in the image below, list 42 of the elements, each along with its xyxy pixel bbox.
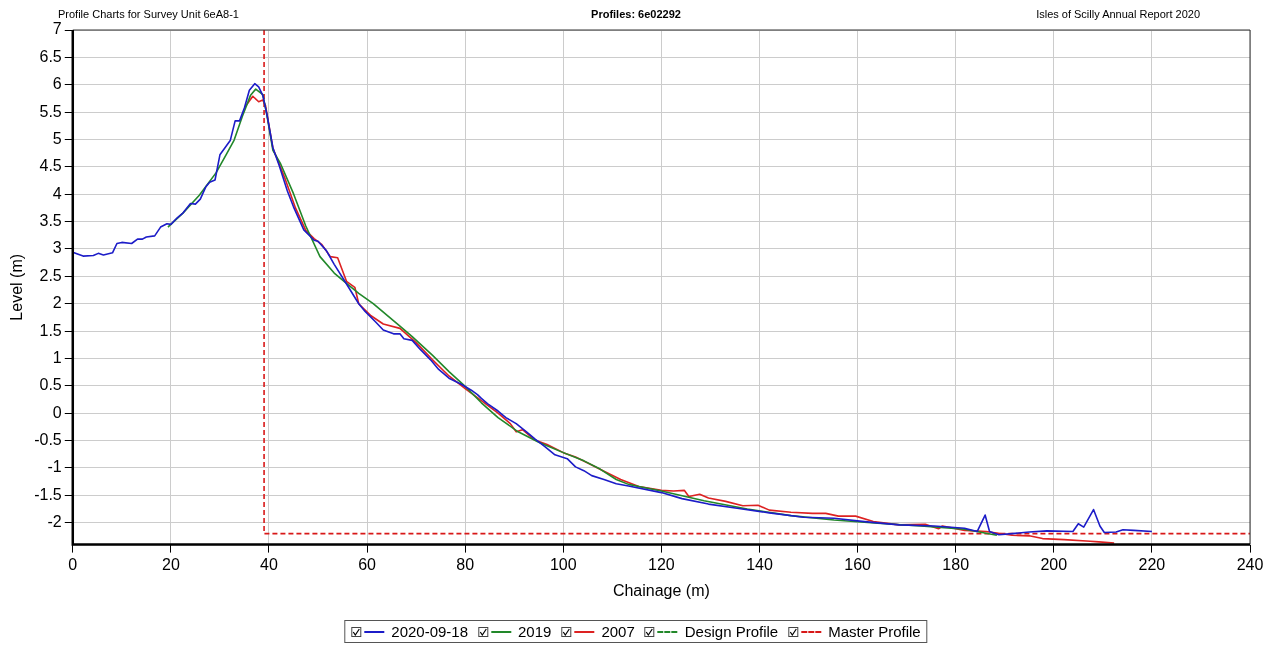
y-tick-label: 0.5 (39, 376, 62, 394)
legend-label: 2020-09-18 (391, 623, 469, 640)
y-tick-label: 5 (52, 129, 62, 147)
y-tick-label: 6.5 (39, 47, 62, 65)
y-tick-label: 3 (52, 239, 62, 257)
x-tick-label: 220 (1138, 555, 1166, 573)
x-tick-label: 180 (942, 555, 970, 573)
y-tick-label: 1.5 (39, 321, 62, 339)
y-tick-label: 4.5 (39, 157, 62, 175)
x-tick-label: 60 (358, 555, 377, 573)
x-tick-label: 0 (68, 555, 78, 573)
legend-label: Master Profile (828, 623, 921, 640)
y-tick-label: 2.5 (39, 266, 62, 284)
x-tick-label: 160 (844, 555, 872, 573)
y-tick-label: 4 (52, 184, 62, 202)
legend-label: 2007 (601, 623, 635, 640)
y-tick-label: -1.5 (34, 485, 62, 503)
chart-title: Profiles: 6e02292 (591, 8, 681, 20)
y-tick-label: 6 (52, 75, 62, 93)
x-tick-label: 40 (260, 555, 278, 573)
y-axis-title: Level (m) (8, 253, 26, 321)
x-tick-label: 140 (746, 555, 773, 573)
y-tick-label: -2 (47, 513, 62, 531)
x-tick-label: 80 (456, 555, 475, 573)
y-tick-label: 0 (52, 403, 62, 421)
y-tick-label: 7 (52, 20, 62, 38)
x-tick-label: 20 (161, 555, 180, 573)
y-tick-label: 3.5 (39, 212, 62, 230)
y-tick-label: -0.5 (34, 430, 62, 448)
y-tick-label: -1 (47, 458, 62, 476)
x-tick-label: 240 (1236, 555, 1264, 573)
x-axis-title: Chainage (m) (612, 581, 710, 599)
text: Profile Charts for Survey Unit 6eA8-1 (58, 8, 239, 20)
y-tick-label: 1 (52, 348, 62, 366)
x-tick-label: 200 (1040, 555, 1068, 573)
y-tick-label: 5.5 (39, 102, 62, 120)
legend-label: Design Profile (684, 623, 779, 640)
legend-label: 2019 (518, 623, 552, 640)
x-tick-label: 100 (549, 555, 577, 573)
text: Isles of Scilly Annual Report 2020 (1036, 8, 1200, 20)
y-tick-label: 2 (52, 294, 62, 312)
x-tick-label: 120 (648, 555, 675, 573)
